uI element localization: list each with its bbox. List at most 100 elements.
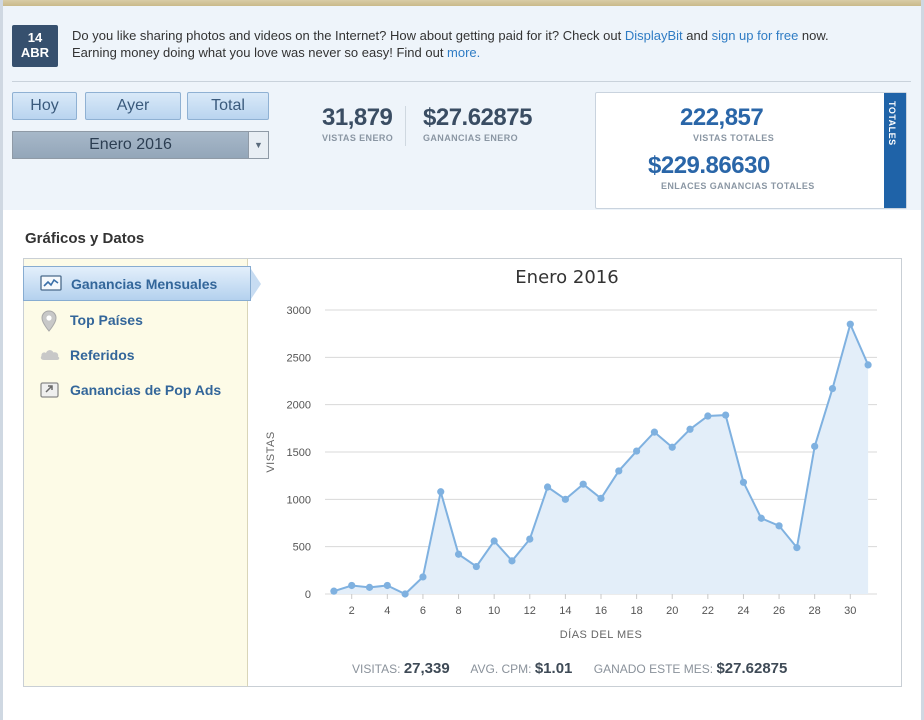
data-point — [579, 480, 587, 488]
data-point — [330, 587, 338, 595]
x-tick-label: 22 — [702, 605, 714, 617]
sign-up-link[interactable]: sign up for free — [711, 28, 799, 43]
yesterday-button[interactable]: Ayer — [85, 92, 181, 120]
y-tick-label: 3000 — [287, 305, 311, 317]
month-views-value: 31,879 — [322, 104, 393, 131]
popup-icon — [39, 380, 59, 400]
month-views-stat: 31,879 VISTAS ENERO — [322, 104, 393, 144]
data-point — [864, 361, 872, 369]
y-tick-label: 2000 — [287, 400, 311, 412]
total-button[interactable]: Total — [187, 92, 269, 120]
y-axis-label: VISTAS — [265, 431, 277, 472]
data-point — [365, 583, 374, 591]
month-select[interactable]: Enero 2016 ▼ — [12, 131, 269, 159]
x-tick-label: 8 — [455, 605, 461, 617]
sidebar-item-referrals[interactable]: Referidos — [23, 338, 248, 371]
frame-right — [921, 0, 924, 720]
summary-earned-label: GANADO ESTE MES: — [593, 662, 714, 676]
summary-visits-value: 27,339 — [403, 660, 450, 677]
data-point — [704, 412, 712, 420]
stat-separator — [405, 106, 406, 146]
month-earnings-value: $27.62875 — [423, 104, 532, 131]
data-point — [508, 557, 516, 565]
notice-message: Do you like sharing photos and videos on… — [72, 27, 872, 61]
date-badge: 14 ABR — [12, 25, 58, 67]
sidebar-item-top-countries[interactable]: Top Países — [23, 303, 248, 336]
chart-title: Enero 2016 — [515, 267, 618, 288]
more-link[interactable]: more. — [447, 45, 481, 60]
notice-text-4: Earning money doing what you love was ne… — [72, 45, 448, 60]
month-earnings-stat: $27.62875 GANANCIAS ENERO — [423, 104, 532, 144]
y-tick-label: 500 — [293, 542, 311, 554]
line-chart-icon — [40, 274, 62, 294]
x-tick-label: 4 — [384, 605, 390, 617]
x-tick-label: 26 — [773, 605, 785, 617]
data-point — [401, 590, 409, 598]
data-point — [543, 483, 552, 491]
data-point — [775, 522, 783, 530]
data-point — [668, 443, 676, 451]
series-area — [333, 324, 869, 594]
chart-area: Enero 2016 0 500 1000 1500 2000 2500 3000 2 4 6 8 10… — [255, 262, 895, 680]
summary-cpm-value: $1.01 — [534, 660, 573, 677]
month-select-value: Enero 2016 — [89, 136, 172, 153]
data-point — [757, 514, 765, 522]
month-earnings-label: GANANCIAS ENERO — [423, 133, 519, 143]
totals-tab: TOTALES — [884, 93, 906, 208]
summary-visits-label: VISITAS: — [352, 662, 401, 676]
month-views-label: VISTAS ENERO — [322, 133, 394, 143]
data-point — [348, 581, 356, 590]
data-point — [615, 467, 623, 475]
sidebar-item-label: Top Países — [70, 312, 143, 328]
section-title: Gráficos y Datos — [25, 230, 145, 247]
summary-cpm-label: AVG. CPM: — [470, 662, 532, 676]
x-tick-label: 28 — [809, 605, 821, 617]
total-views-label: VISTAS TOTALES — [693, 133, 775, 143]
data-point — [526, 535, 534, 543]
data-point — [437, 488, 445, 496]
data-point — [722, 411, 730, 419]
data-point — [454, 550, 463, 558]
data-point — [597, 494, 605, 502]
total-earnings-stat: $229.86630 ENLACES GANANCIAS TOTALES — [648, 152, 815, 192]
x-tick-label: 24 — [737, 605, 749, 617]
x-tick-label: 10 — [488, 605, 500, 617]
month-summary: VISITAS: 27,339 AVG. CPM: $1.01 GANADO E… — [352, 660, 805, 677]
totals-box — [595, 92, 907, 209]
total-earnings-value: $229.86630 — [648, 152, 770, 179]
data-point — [472, 562, 480, 571]
y-tick-label: 1000 — [287, 494, 311, 506]
x-tick-label: 30 — [844, 605, 856, 617]
y-tick-label: 2500 — [287, 352, 311, 364]
data-point — [490, 537, 498, 545]
x-tick-label: 18 — [630, 605, 642, 617]
data-point — [739, 478, 748, 486]
data-point — [650, 428, 659, 436]
date-day: 14 — [27, 30, 43, 45]
data-point — [633, 447, 641, 455]
x-tick-label: 6 — [420, 605, 426, 617]
sidebar-item-label: Referidos — [70, 347, 135, 363]
x-tick-label: 2 — [349, 605, 355, 617]
data-point — [686, 425, 694, 433]
total-views-stat: 222,857 VISTAS TOTALES — [680, 104, 790, 144]
sidebar — [23, 258, 248, 687]
x-tick-label: 12 — [524, 605, 536, 617]
x-tick-label: 14 — [559, 605, 571, 617]
notice-text-3: now. — [798, 28, 829, 43]
displaybit-link[interactable]: DisplayBit — [624, 28, 683, 43]
total-views-value: 222,857 — [680, 104, 764, 131]
notice-text-2: and — [682, 28, 712, 43]
x-tick-label: 16 — [595, 605, 607, 617]
data-point — [846, 320, 854, 328]
data-point — [419, 573, 427, 581]
map-pin-icon — [39, 310, 59, 332]
y-tick-label: 0 — [305, 589, 311, 601]
sidebar-item-pop-ads[interactable]: Ganancias de Pop Ads — [23, 373, 248, 406]
today-button[interactable]: Hoy — [12, 92, 77, 120]
data-point — [561, 495, 569, 503]
data-point — [383, 581, 391, 590]
chevron-down-icon[interactable]: ▼ — [248, 132, 268, 158]
sidebar-item-monthly-earnings[interactable]: Ganancias Mensuales — [23, 266, 261, 301]
